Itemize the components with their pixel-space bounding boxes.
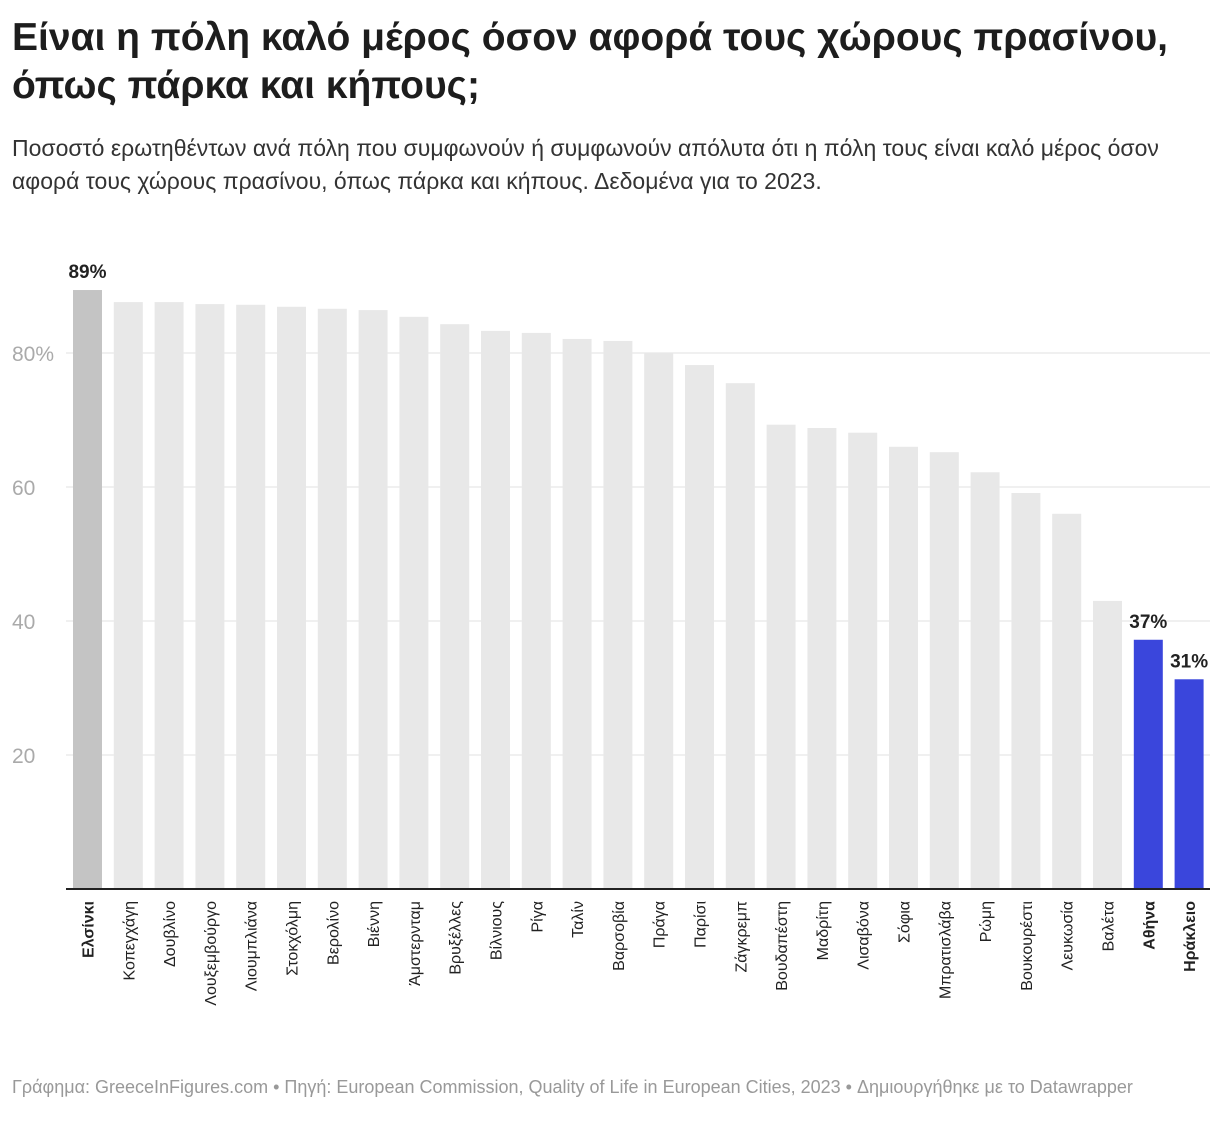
bar-chart: 20 40 60 80% Ελσίνκι Κοπεγχάγη Δουβλίνο Λουξεμβ… bbox=[12, 262, 1210, 1006]
chart-footer: Γράφημα: GreeceInFigures.com • Πηγή: Eur… bbox=[12, 1077, 1133, 1097]
x-tick-label: Λιουμπλιάνα bbox=[244, 901, 261, 991]
bar bbox=[1052, 513, 1082, 889]
chart-subtitle: Ποσοστό ερωτηθέντων ανά πόλη που συμφωνο… bbox=[12, 135, 1159, 194]
bar bbox=[1011, 493, 1041, 889]
bar bbox=[644, 352, 674, 889]
x-tick-label: Βίλνιους bbox=[489, 901, 506, 960]
bar bbox=[562, 338, 592, 889]
data-label: 37% bbox=[1129, 612, 1167, 633]
x-tick-label: Μαδρίτη bbox=[815, 901, 832, 960]
data-label: 31% bbox=[1170, 651, 1208, 672]
bar bbox=[889, 446, 918, 889]
bar bbox=[154, 302, 184, 889]
x-tick-label: Δουβλίνο bbox=[162, 901, 179, 967]
x-tick-label: Βαλέτα bbox=[1101, 901, 1118, 951]
x-tick-label: Μπρατισλάβα bbox=[937, 901, 954, 999]
bar bbox=[929, 452, 959, 889]
x-tick-label: Άμστερνταμ bbox=[407, 901, 424, 986]
x-tick-label: Λισαβόνα bbox=[856, 901, 873, 970]
bar bbox=[73, 290, 102, 889]
bar bbox=[970, 472, 1000, 889]
x-tick-label: Βρυξέλλες bbox=[448, 901, 465, 975]
bar bbox=[603, 340, 633, 889]
x-tick-label: Σόφια bbox=[897, 901, 914, 943]
bar bbox=[317, 308, 347, 889]
y-tick-label: 40 bbox=[12, 611, 35, 634]
x-tick-label: Ηράκλειο bbox=[1182, 901, 1199, 972]
y-tick-label: 80% bbox=[12, 343, 54, 366]
bar bbox=[440, 324, 470, 889]
x-tick-label: Αθήνα bbox=[1141, 901, 1158, 950]
x-tick-label: Βερολίνο bbox=[325, 901, 342, 965]
bar bbox=[766, 424, 796, 889]
x-tick-label: Βουδαπέστη bbox=[774, 901, 791, 991]
bar bbox=[807, 428, 837, 889]
bar bbox=[725, 383, 755, 889]
chart-title: Είναι η πόλη καλό μέρος όσον αφορά τους … bbox=[12, 16, 1169, 107]
bar bbox=[848, 432, 878, 889]
x-tick-label: Στοκχόλμη bbox=[285, 901, 302, 976]
x-tick-label: Ρώμη bbox=[978, 901, 995, 942]
x-tick-label: Παρίσι bbox=[693, 901, 710, 948]
bar bbox=[1093, 600, 1122, 889]
x-tick-label: Πράγα bbox=[652, 901, 669, 948]
bar bbox=[236, 304, 266, 889]
x-tick-label: Βαρσοβία bbox=[611, 901, 628, 971]
bar bbox=[399, 316, 429, 889]
bar bbox=[481, 330, 510, 889]
x-tick-label: Ταλίν bbox=[570, 901, 587, 938]
x-tick-label: Λευκωσία bbox=[1060, 901, 1077, 971]
data-label: 89% bbox=[68, 262, 106, 283]
bar bbox=[521, 332, 551, 889]
bar bbox=[277, 306, 306, 889]
bar bbox=[1133, 639, 1163, 889]
x-tick-label: Λουξεμβούργο bbox=[203, 901, 220, 1006]
x-tick-label: Βουκουρέστι bbox=[1019, 901, 1036, 991]
bar bbox=[1174, 679, 1204, 889]
x-tick-label: Κοπεγχάγη bbox=[121, 901, 138, 980]
x-tick-label: Ζάγκρεμπ bbox=[733, 901, 750, 973]
bar bbox=[358, 310, 388, 889]
x-tick-label: Ελσίνκι bbox=[81, 901, 98, 958]
bar bbox=[113, 302, 143, 889]
y-tick-label: 20 bbox=[12, 745, 35, 768]
x-tick-label: Ρίγα bbox=[529, 901, 546, 932]
bar bbox=[685, 365, 714, 889]
bar bbox=[195, 304, 225, 890]
x-tick-label: Βιέννη bbox=[366, 901, 383, 947]
y-tick-label: 60 bbox=[12, 477, 35, 500]
